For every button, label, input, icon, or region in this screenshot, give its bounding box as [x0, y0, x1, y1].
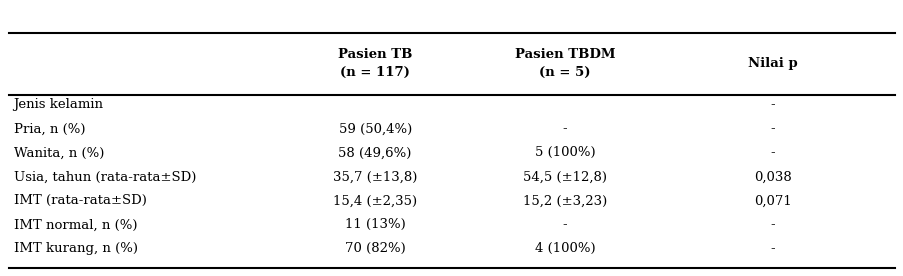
Text: Pasien TBDM
(n = 5): Pasien TBDM (n = 5)	[514, 49, 615, 78]
Text: 59 (50,4%): 59 (50,4%)	[338, 122, 412, 136]
Text: 54,5 (±12,8): 54,5 (±12,8)	[523, 170, 606, 184]
Text: Jenis kelamin: Jenis kelamin	[14, 98, 104, 112]
Text: 4 (100%): 4 (100%)	[534, 242, 595, 256]
Text: Pria, n (%): Pria, n (%)	[14, 122, 85, 136]
Text: Nilai p: Nilai p	[747, 57, 797, 70]
Text: -: -	[769, 242, 775, 256]
Text: IMT (rata-rata±SD): IMT (rata-rata±SD)	[14, 194, 146, 208]
Text: 5 (100%): 5 (100%)	[534, 146, 595, 160]
Text: 11 (13%): 11 (13%)	[344, 218, 405, 232]
Text: IMT kurang, n (%): IMT kurang, n (%)	[14, 242, 137, 256]
Text: -: -	[769, 218, 775, 232]
Text: -: -	[769, 146, 775, 160]
Text: IMT normal, n (%): IMT normal, n (%)	[14, 218, 137, 232]
Text: -: -	[562, 218, 567, 232]
Text: 35,7 (±13,8): 35,7 (±13,8)	[332, 170, 417, 184]
Text: Wanita, n (%): Wanita, n (%)	[14, 146, 104, 160]
Text: Usia, tahun (rata-rata±SD): Usia, tahun (rata-rata±SD)	[14, 170, 196, 184]
Text: 15,4 (±2,35): 15,4 (±2,35)	[332, 194, 417, 208]
Text: 0,071: 0,071	[753, 194, 791, 208]
Text: -: -	[769, 122, 775, 136]
Text: 0,038: 0,038	[753, 170, 791, 184]
Text: Pasien TB
(n = 117): Pasien TB (n = 117)	[338, 49, 412, 78]
Text: -: -	[562, 122, 567, 136]
Text: -: -	[769, 98, 775, 112]
Text: 58 (49,6%): 58 (49,6%)	[338, 146, 412, 160]
Text: 70 (82%): 70 (82%)	[344, 242, 405, 256]
Text: 15,2 (±3,23): 15,2 (±3,23)	[522, 194, 607, 208]
